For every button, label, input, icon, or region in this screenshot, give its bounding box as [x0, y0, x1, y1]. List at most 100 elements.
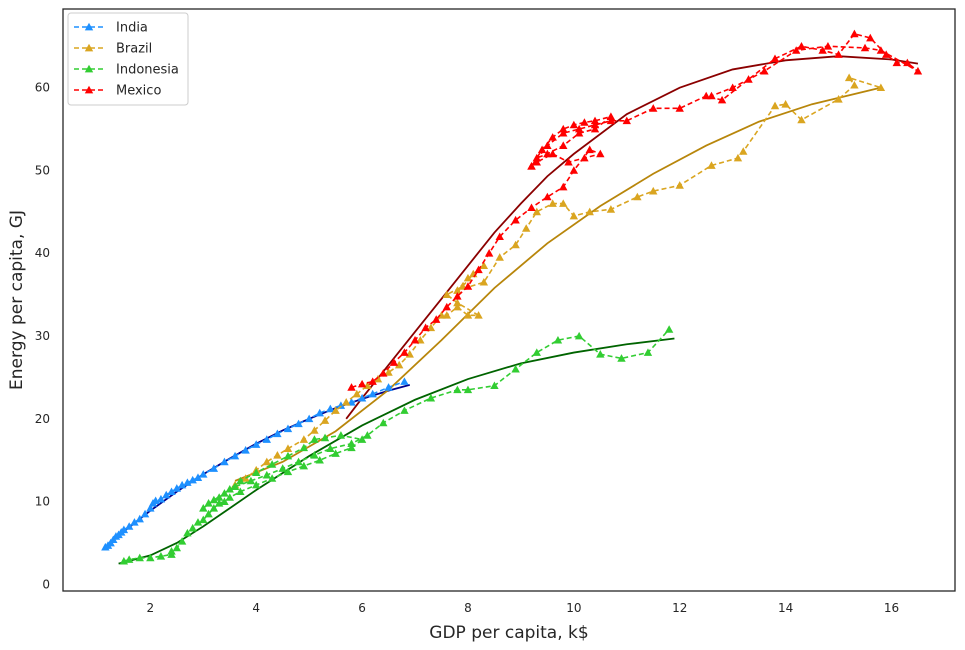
point-mexico: [590, 124, 600, 133]
point-brazil: [479, 261, 489, 270]
point-india: [130, 518, 139, 526]
point-indonesia: [177, 537, 187, 545]
point-indonesia: [199, 515, 208, 524]
point-brazil: [739, 147, 748, 155]
point-indonesia: [283, 451, 293, 460]
x-tick-labels: 2 4 6 8 10 12 14 16: [147, 601, 900, 615]
point-indonesia: [294, 457, 303, 466]
point-mexico: [797, 42, 806, 50]
point-indonesia: [357, 435, 367, 443]
point-indonesia: [193, 518, 203, 526]
point-mexico: [744, 75, 753, 83]
point-indonesia: [453, 385, 462, 394]
point-indonesia: [331, 449, 340, 457]
y-tick-label: 30: [35, 329, 50, 343]
fit-curve-indonesia: [118, 337, 675, 565]
plot-frame: [62, 8, 956, 592]
point-indonesia: [553, 335, 563, 344]
point-brazil: [770, 101, 780, 110]
point-mexico: [707, 91, 716, 100]
point-mexico: [548, 133, 557, 141]
point-indonesia: [596, 350, 605, 358]
point-mexico: [410, 335, 420, 344]
legend: India Brazil Indonesia Mexico: [67, 12, 189, 106]
point-mexico: [389, 358, 399, 366]
point-india: [304, 414, 314, 423]
point-indonesia: [426, 393, 436, 402]
x-tick-label: 10: [566, 601, 581, 615]
point-indonesia: [135, 553, 144, 562]
point-brazil: [569, 211, 579, 220]
point-mexico: [585, 145, 594, 154]
point-indonesia: [252, 480, 261, 489]
point-indonesia: [220, 497, 229, 505]
legend-marker-india: [84, 22, 94, 31]
point-brazil: [442, 290, 451, 298]
x-tick-label: 16: [884, 601, 899, 615]
point-mexico: [728, 83, 737, 92]
point-mexico: [834, 50, 843, 58]
point-india: [273, 429, 282, 438]
point-mexico: [760, 66, 769, 75]
point-mexico: [532, 157, 541, 166]
point-india: [368, 389, 377, 398]
point-brazil: [633, 192, 642, 201]
point-indonesia: [236, 487, 245, 496]
point-indonesia: [363, 431, 372, 439]
point-brazil: [394, 360, 404, 369]
point-mexico: [574, 124, 584, 133]
point-india: [262, 435, 272, 443]
series-line-brazil: [234, 76, 882, 486]
point-india: [177, 480, 187, 489]
point-indonesia: [183, 528, 192, 537]
point-india: [347, 398, 356, 406]
point-mexico: [495, 232, 504, 241]
point-indonesia: [209, 504, 219, 512]
point-brazil: [373, 374, 383, 383]
point-mexico: [453, 292, 462, 300]
point-brazil: [352, 389, 362, 398]
point-brazil: [834, 95, 843, 103]
point-mexico: [548, 149, 557, 158]
point-brazil: [458, 282, 467, 290]
legend-marker-brazil: [84, 43, 94, 52]
point-india: [230, 451, 240, 460]
point-india: [326, 404, 335, 413]
point-india: [384, 383, 393, 391]
point-mexico: [770, 54, 780, 63]
point-mexico: [463, 282, 473, 290]
y-tick-label: 10: [35, 495, 50, 509]
point-indonesia: [347, 443, 356, 452]
point-brazil: [707, 161, 716, 169]
point-indonesia: [167, 547, 176, 555]
point-mexico: [913, 66, 923, 75]
point-mexico: [368, 377, 377, 385]
point-indonesia: [220, 489, 229, 497]
point-mexico: [606, 116, 616, 125]
point-mexico: [357, 379, 367, 388]
point-mexico: [569, 166, 579, 174]
point-indonesia: [315, 455, 324, 464]
point-brazil: [876, 83, 886, 92]
point-mexico: [701, 91, 711, 100]
point-mexico: [850, 29, 859, 38]
point-brazil: [273, 451, 282, 459]
point-mexico: [559, 182, 568, 191]
point-indonesia: [199, 504, 208, 512]
point-mexico: [543, 149, 552, 158]
point-indonesia: [156, 552, 166, 560]
x-axis-title: GDP per capita, k$: [429, 623, 588, 643]
point-mexico: [543, 141, 552, 149]
x-tick-label: 2: [147, 601, 155, 615]
point-brazil: [283, 444, 293, 452]
point-india: [252, 440, 261, 448]
point-india: [162, 490, 171, 499]
y-tick-labels: 0 10 20 30 40 50 60: [35, 81, 50, 592]
point-indonesia: [299, 443, 309, 452]
point-india: [400, 377, 409, 385]
point-india: [241, 446, 250, 454]
point-mexico: [543, 192, 552, 201]
point-indonesia: [246, 476, 256, 485]
point-indonesia: [283, 467, 293, 476]
point-brazil: [585, 207, 594, 216]
